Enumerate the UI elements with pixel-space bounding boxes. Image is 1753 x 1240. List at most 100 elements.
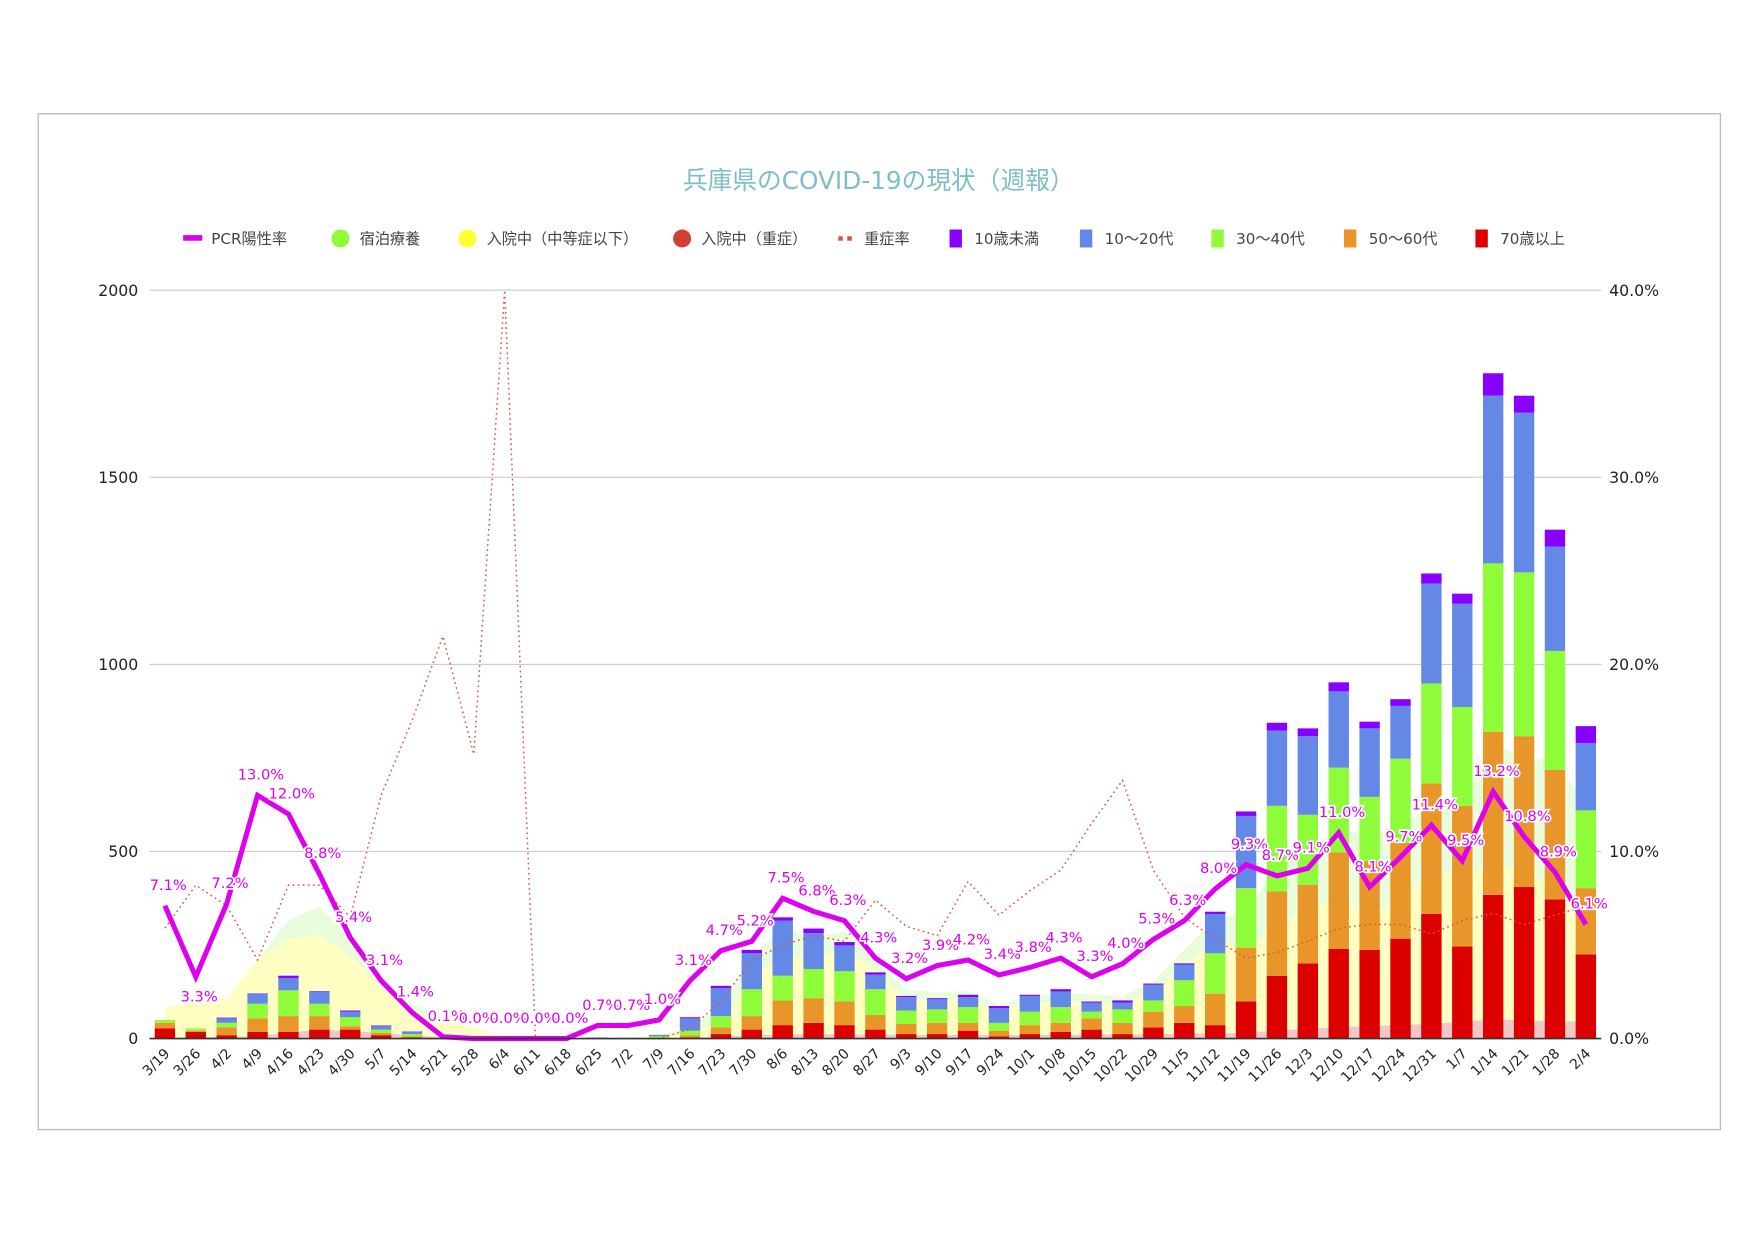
bar-age-10-20	[1266, 730, 1288, 806]
bar-age-under-10	[834, 942, 855, 946]
bar-age-70-plus	[926, 1034, 948, 1039]
legend-label: 入院中（重症）	[701, 230, 807, 248]
bar-age-10-20	[988, 1008, 1010, 1023]
pcr-rate-data-label: 6.8%	[798, 883, 835, 900]
bar-age-70-plus	[216, 1035, 237, 1039]
bar-age-under-10	[1174, 963, 1195, 965]
bar-age-10-20	[1050, 991, 1071, 1008]
legend-label: 50〜60代	[1369, 230, 1438, 248]
bar-age-30-40	[1050, 1007, 1071, 1023]
legend-bar-swatch	[1079, 229, 1093, 248]
bar-age-30-40	[1235, 888, 1257, 948]
bar-age-70-plus	[185, 1031, 206, 1039]
bar-age-70-plus	[1421, 913, 1442, 1039]
pcr-rate-data-label: 8.9%	[1540, 843, 1577, 860]
legend-label: PCR陽性率	[211, 230, 287, 248]
pcr-rate-data-label: 5.2%	[737, 913, 774, 930]
bar-age-70-plus	[1266, 975, 1288, 1039]
bar-age-10-20	[1328, 691, 1349, 768]
pcr-rate-data-label: 13.0%	[238, 767, 284, 784]
bar-age-under-10	[1081, 1001, 1102, 1003]
bar-age-50-60	[772, 1000, 793, 1026]
bar-age-30-40	[1575, 810, 1597, 889]
bar-age-10-20	[803, 933, 824, 969]
bar-age-under-10	[1452, 593, 1473, 604]
bar-age-30-40	[803, 968, 824, 999]
bar-age-50-60	[988, 1030, 1010, 1037]
bar-age-10-20	[772, 920, 793, 976]
pcr-rate-data-label: 11.0%	[1319, 804, 1365, 821]
bar-age-50-60	[1482, 731, 1504, 895]
pcr-rate-data-label: 0.7%	[582, 997, 619, 1014]
bar-age-30-40	[1019, 1011, 1041, 1026]
legend-bar-swatch	[1475, 229, 1488, 248]
bar-age-70-plus	[1204, 1025, 1226, 1039]
bar-age-30-40	[1112, 1009, 1133, 1023]
bar-age-10-20	[309, 991, 330, 1004]
bar-age-10-20	[247, 993, 268, 1004]
legend-dot-swatch	[838, 236, 843, 241]
bar-age-30-40	[401, 1034, 423, 1037]
bar-age-50-60	[803, 998, 824, 1023]
bar-age-50-60	[1266, 891, 1288, 976]
pcr-rate-data-label: 3.3%	[181, 989, 218, 1006]
pcr-rate-data-label: 10.8%	[1504, 808, 1550, 825]
bar-age-10-20	[1390, 705, 1411, 759]
legend-label: 10〜20代	[1105, 230, 1174, 248]
bar-age-10-20	[1019, 995, 1041, 1012]
bar-age-70-plus	[803, 1022, 824, 1039]
bar-age-10-20	[1421, 583, 1442, 684]
bar-age-30-40	[185, 1028, 206, 1031]
bar-age-10-20	[1359, 728, 1380, 797]
pcr-rate-data-label: 3.8%	[1015, 939, 1052, 956]
legend-bar-swatch	[1211, 229, 1224, 248]
bar-age-50-60	[309, 1016, 330, 1030]
bar-age-30-40	[648, 1036, 670, 1039]
left-tick-label: 0	[128, 1029, 138, 1048]
bar-age-30-40	[1328, 767, 1349, 853]
bar-age-30-40	[896, 1010, 917, 1024]
pcr-rate-data-label: 7.2%	[212, 875, 249, 892]
pcr-rate-data-label: 0.0%	[459, 1010, 496, 1027]
legend-bar-swatch	[1343, 229, 1357, 248]
bar-age-10-20	[340, 1011, 361, 1018]
bar-age-30-40	[278, 990, 299, 1017]
pcr-rate-data-label: 0.0%	[520, 1010, 557, 1027]
pcr-rate-data-label: 7.5%	[768, 870, 805, 887]
bar-age-70-plus	[247, 1031, 268, 1039]
bar-age-30-40	[741, 989, 763, 1017]
right-tick-label: 30.0%	[1609, 468, 1659, 487]
bar-age-70-plus	[710, 1034, 732, 1039]
bar-age-under-10	[1390, 699, 1411, 706]
bar-age-50-60	[1513, 736, 1535, 888]
pcr-rate-data-label: 11.4%	[1412, 797, 1458, 814]
bar-age-30-40	[247, 1003, 268, 1019]
bar-age-30-40	[1421, 683, 1442, 784]
pcr-rate-data-label: 9.5%	[1447, 832, 1484, 849]
pcr-rate-data-label: 4.3%	[1046, 929, 1083, 946]
bar-age-30-40	[340, 1017, 361, 1027]
bar-age-10-20	[710, 988, 732, 1017]
bar-age-70-plus	[741, 1029, 763, 1039]
right-tick-label: 20.0%	[1609, 655, 1659, 674]
bar-age-70-plus	[1174, 1022, 1195, 1039]
bar-age-30-40	[1359, 796, 1380, 862]
pcr-rate-data-label: 0.0%	[490, 1010, 527, 1027]
pcr-rate-data-label: 1.0%	[644, 991, 681, 1008]
bar-age-50-60	[1019, 1025, 1041, 1035]
bar-age-50-60	[185, 1030, 206, 1032]
bar-age-10-20	[679, 1018, 701, 1031]
bar-age-under-10	[1266, 722, 1288, 731]
bar-age-30-40	[1266, 805, 1288, 892]
area-severe-hospitalized	[164, 1019, 1586, 1039]
bar-age-70-plus	[154, 1028, 176, 1039]
right-tick-label: 10.0%	[1609, 842, 1659, 861]
bar-age-70-plus	[1482, 894, 1504, 1039]
pcr-rate-data-label: 8.1%	[1354, 858, 1391, 875]
right-tick-label: 40.0%	[1609, 281, 1659, 300]
bar-age-30-40	[309, 1003, 330, 1017]
bar-age-70-plus	[834, 1025, 855, 1039]
bar-age-10-20	[1112, 1002, 1133, 1010]
bar-age-70-plus	[1019, 1034, 1041, 1039]
